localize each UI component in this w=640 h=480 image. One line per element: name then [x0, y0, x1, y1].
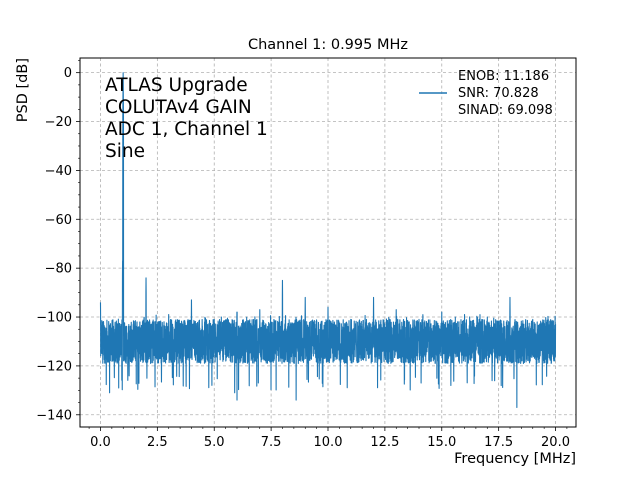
y-tick-label: −100 — [36, 311, 72, 326]
x-tick-label: 5.0 — [204, 435, 225, 450]
x-tick-label: 20.0 — [541, 435, 570, 450]
y-tick-label: −80 — [45, 262, 72, 277]
y-tick-label: −60 — [45, 213, 72, 228]
y-tick-label: −20 — [45, 115, 72, 130]
legend-entry-label: ENOB: 11.186 SNR: 70.828 SINAD: 69.098 — [458, 69, 553, 118]
annotation-line-3: ADC 1, Channel 1 — [105, 119, 268, 140]
x-tick-label: 15.0 — [427, 435, 456, 450]
y-tick-label: −120 — [36, 359, 72, 374]
x-tick-label: 0.0 — [90, 435, 111, 450]
legend-line-snr: SNR: 70.828 — [458, 86, 539, 101]
annotation-line-1: ATLAS Upgrade — [105, 75, 248, 96]
x-tick-label: 7.5 — [261, 435, 282, 450]
y-axis-label: PSD [dB] — [15, 58, 31, 122]
x-tick-label: 12.5 — [370, 435, 399, 450]
annotation-line-4: Sine — [105, 141, 145, 162]
annotation-line-2: COLUTAv4 GAIN — [105, 97, 252, 118]
x-tick-label: 17.5 — [484, 435, 513, 450]
psd-trace — [99, 72, 557, 408]
series-layer — [99, 72, 557, 408]
x-tick-label: 10.0 — [314, 435, 343, 450]
chart-title: Channel 1: 0.995 MHz — [248, 37, 408, 53]
annotation-block: ATLAS Upgrade COLUTAv4 GAIN ADC 1, Chann… — [105, 75, 268, 162]
x-tick-label: 2.5 — [147, 435, 168, 450]
y-tick-label: 0 — [64, 66, 72, 81]
legend-line-enob: ENOB: 11.186 — [458, 69, 549, 84]
x-axis-label: Frequency [MHz] — [454, 451, 576, 467]
legend-line-sinad: SINAD: 69.098 — [458, 103, 553, 118]
grid-layer — [80, 58, 576, 427]
legend: ENOB: 11.186 SNR: 70.828 SINAD: 69.098 — [419, 69, 553, 118]
tick-layer: 0.0 2.5 5.0 7.5 10.0 12.5 15.0 17.5 20.0 0 −20 −40 −… — [36, 60, 570, 450]
y-tick-label: −140 — [36, 408, 72, 423]
y-tick-label: −40 — [45, 164, 72, 179]
